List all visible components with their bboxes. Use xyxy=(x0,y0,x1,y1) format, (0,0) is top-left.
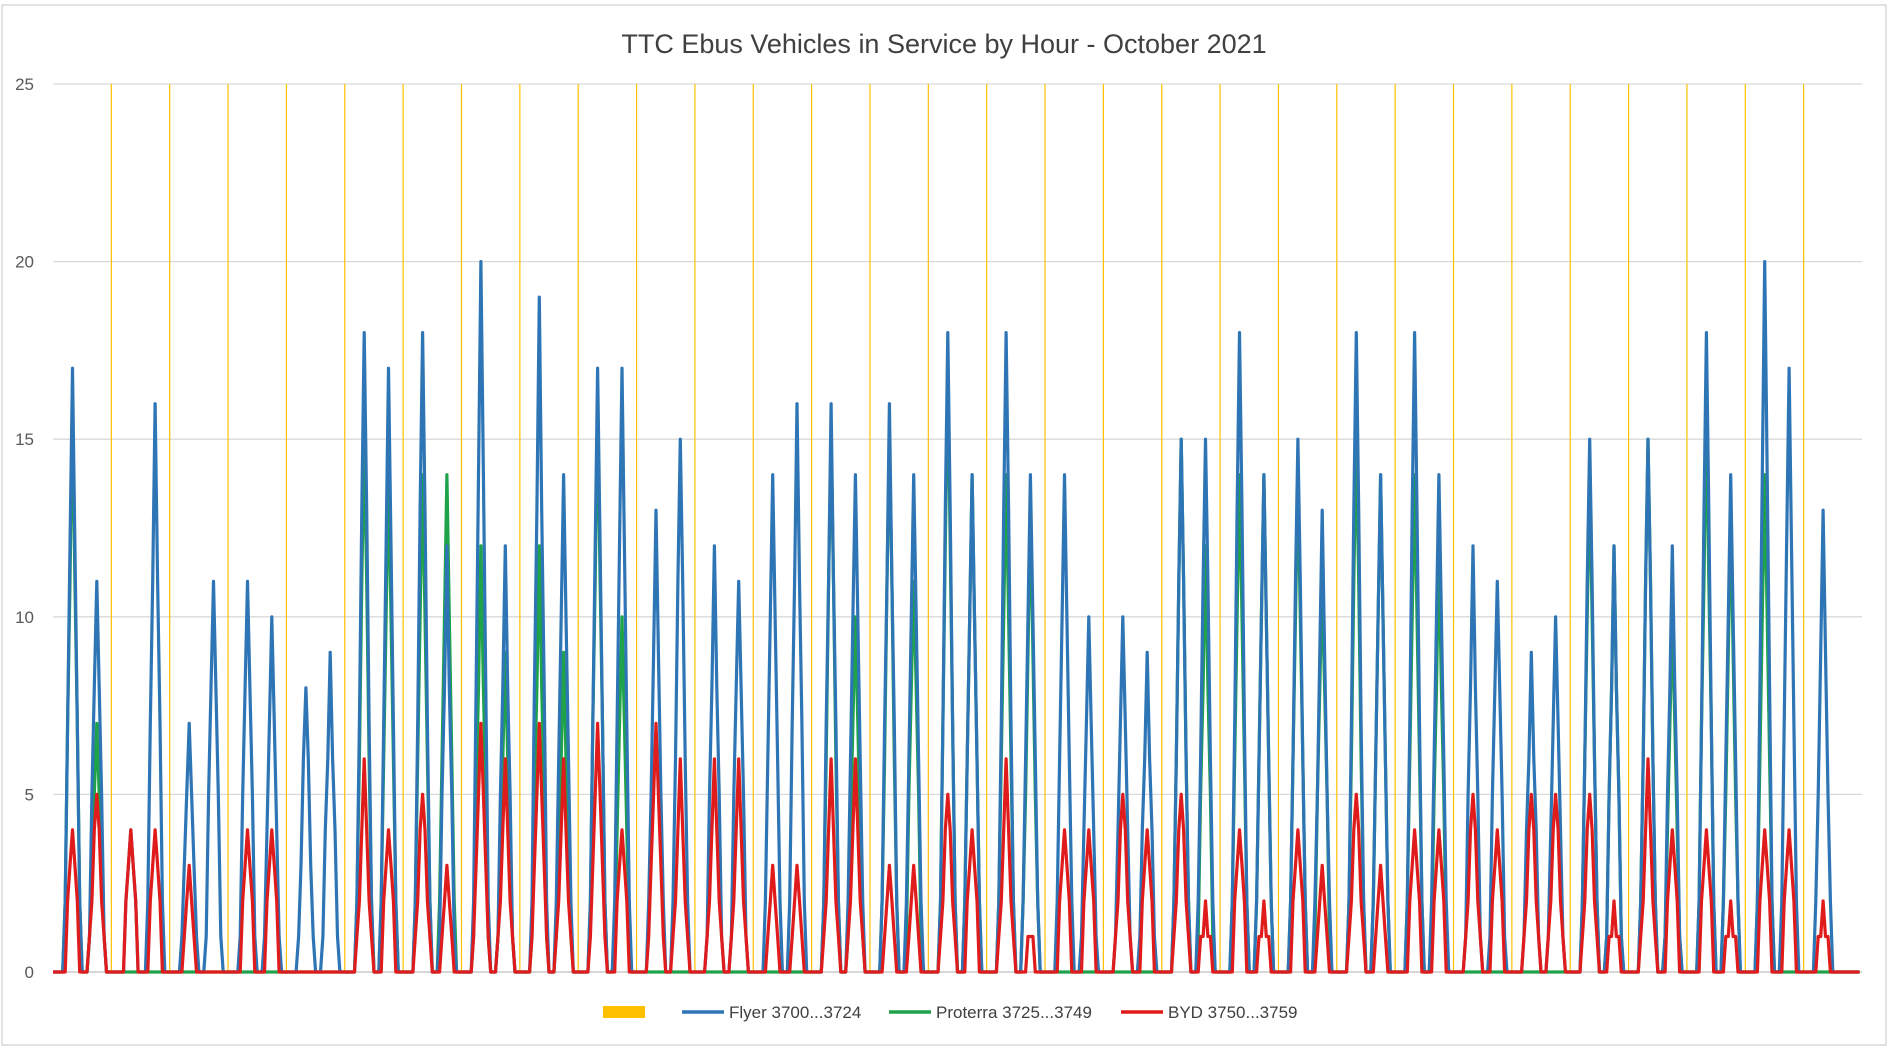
chart-title: TTC Ebus Vehicles in Service by Hour - O… xyxy=(621,29,1266,59)
legend-label: BYD 3750...3759 xyxy=(1168,1003,1297,1022)
y-tick-labels: 0 5 10 15 20 25 xyxy=(15,75,34,982)
y-tick-label: 25 xyxy=(15,75,34,94)
series-line xyxy=(53,721,1860,974)
legend-label: Proterra 3725...3749 xyxy=(936,1003,1092,1022)
y-tick-label: 0 xyxy=(25,963,34,982)
y-tick-label: 10 xyxy=(15,608,34,627)
legend-label: Flyer 3700...3724 xyxy=(729,1003,861,1022)
y-tick-label: 15 xyxy=(15,430,34,449)
series-lines xyxy=(53,260,1860,974)
day-marker-lines xyxy=(110,84,1805,972)
legend-swatch xyxy=(603,1006,645,1018)
y-tick-label: 5 xyxy=(25,785,34,804)
legend: Flyer 3700...3724 Proterra 3725...3749 BYD… xyxy=(603,1003,1297,1022)
y-tick-label: 20 xyxy=(15,253,34,272)
